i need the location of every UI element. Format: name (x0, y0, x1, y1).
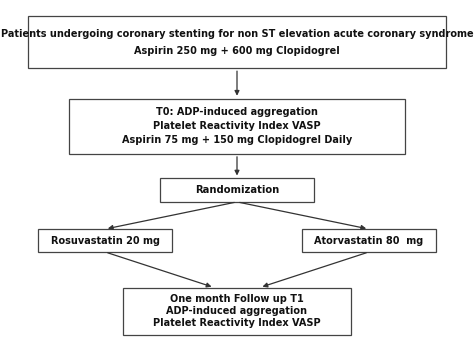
Text: Atorvastatin 80  mg: Atorvastatin 80 mg (314, 236, 424, 245)
Text: Platelet Reactivity Index VASP: Platelet Reactivity Index VASP (153, 121, 321, 131)
Text: Platelet Reactivity Index VASP: Platelet Reactivity Index VASP (153, 318, 321, 328)
FancyBboxPatch shape (123, 288, 351, 335)
FancyBboxPatch shape (160, 178, 314, 202)
Text: Aspirin 250 mg + 600 mg Clopidogrel: Aspirin 250 mg + 600 mg Clopidogrel (134, 46, 340, 56)
Text: Patients undergoing coronary stenting for non ST elevation acute coronary syndro: Patients undergoing coronary stenting fo… (0, 29, 474, 38)
FancyBboxPatch shape (27, 16, 447, 68)
FancyBboxPatch shape (38, 229, 172, 252)
Text: Rosuvastatin 20 mg: Rosuvastatin 20 mg (51, 236, 160, 245)
Text: ADP-induced aggregation: ADP-induced aggregation (166, 306, 308, 316)
Text: T0: ADP-induced aggregation: T0: ADP-induced aggregation (156, 107, 318, 117)
Text: Randomization: Randomization (195, 185, 279, 195)
Text: Aspirin 75 mg + 150 mg Clopidogrel Daily: Aspirin 75 mg + 150 mg Clopidogrel Daily (122, 135, 352, 145)
FancyBboxPatch shape (69, 99, 405, 154)
FancyBboxPatch shape (302, 229, 436, 252)
Text: One month Follow up T1: One month Follow up T1 (170, 294, 304, 304)
